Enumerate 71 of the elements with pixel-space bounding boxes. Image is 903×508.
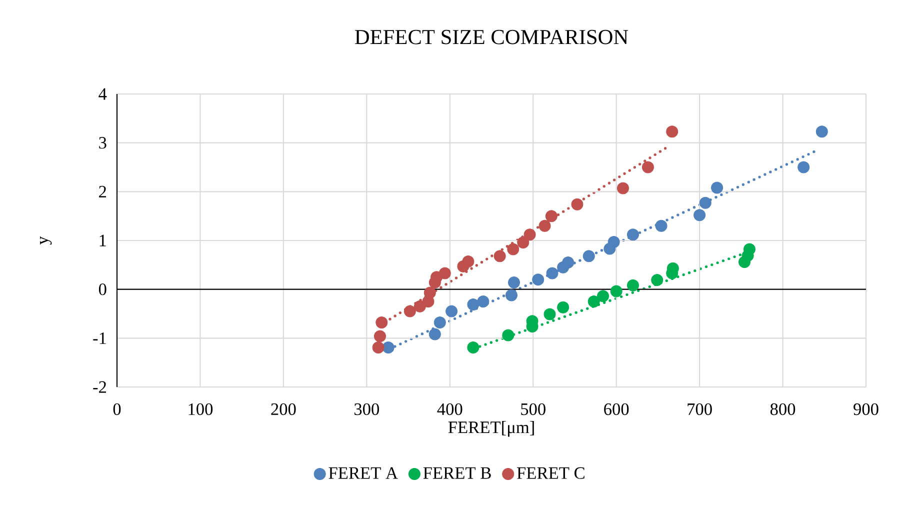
point — [557, 301, 570, 314]
point — [743, 243, 756, 256]
x-tick-label: 400 — [437, 403, 462, 416]
point — [626, 228, 639, 241]
point — [538, 220, 551, 232]
point — [382, 341, 394, 354]
point — [655, 220, 668, 232]
x-axis-title: FERET[μm] — [448, 421, 534, 437]
point — [467, 298, 480, 310]
point — [610, 285, 622, 298]
point — [424, 286, 436, 299]
point — [626, 279, 639, 292]
point — [582, 250, 595, 262]
point — [546, 267, 558, 280]
legend-label: FERET B — [423, 467, 491, 479]
y-tick-label: -2 — [93, 381, 106, 393]
point — [588, 296, 600, 308]
x-tick-label: 100 — [188, 403, 213, 416]
y-tick-label: -1 — [93, 332, 106, 344]
point — [508, 276, 520, 288]
x-tick-label: 600 — [604, 403, 629, 416]
point — [798, 161, 810, 174]
point — [404, 305, 416, 318]
y-tick-label: 1 — [100, 234, 106, 246]
x-tick-label: 800 — [770, 403, 796, 416]
y-tick-label: 3 — [99, 137, 106, 149]
x-tick-label: 700 — [688, 403, 712, 416]
y-tick-label: 4 — [98, 88, 107, 100]
x-tick-label: 500 — [521, 403, 546, 416]
point — [428, 328, 441, 340]
point — [616, 182, 629, 194]
point — [477, 296, 490, 308]
point — [816, 126, 828, 138]
point — [372, 341, 384, 354]
y-tick-label: 2 — [99, 186, 106, 198]
point — [517, 236, 530, 248]
point — [494, 250, 506, 262]
point — [462, 255, 474, 268]
x-tick-label: 300 — [354, 403, 380, 416]
point — [642, 161, 654, 174]
legend-label: FERET C — [516, 467, 584, 479]
chart-title: DEFECT SIZE COMPARISON — [354, 30, 628, 44]
point — [545, 210, 558, 222]
point — [507, 243, 520, 256]
point — [699, 196, 712, 209]
point — [438, 267, 451, 280]
y-axis-title: y — [40, 236, 52, 245]
point — [597, 290, 610, 302]
y-tick-label: 0 — [98, 283, 106, 296]
point — [608, 236, 620, 248]
point — [651, 274, 664, 286]
point — [374, 330, 386, 342]
point — [711, 182, 724, 194]
point — [414, 300, 426, 312]
point — [571, 198, 584, 210]
x-tick-label: 0 — [113, 403, 121, 416]
point — [505, 289, 518, 302]
point — [532, 274, 544, 286]
point — [434, 316, 446, 329]
point — [502, 329, 514, 342]
point — [467, 341, 480, 354]
point — [524, 228, 536, 241]
point — [666, 126, 678, 138]
point — [544, 308, 556, 320]
x-tick-label: 200 — [271, 403, 296, 416]
point — [446, 305, 458, 318]
point — [376, 316, 388, 329]
point — [694, 209, 706, 222]
point — [562, 256, 574, 268]
x-tick-label: 900 — [854, 403, 878, 416]
legend-label: FERET A — [328, 467, 398, 479]
